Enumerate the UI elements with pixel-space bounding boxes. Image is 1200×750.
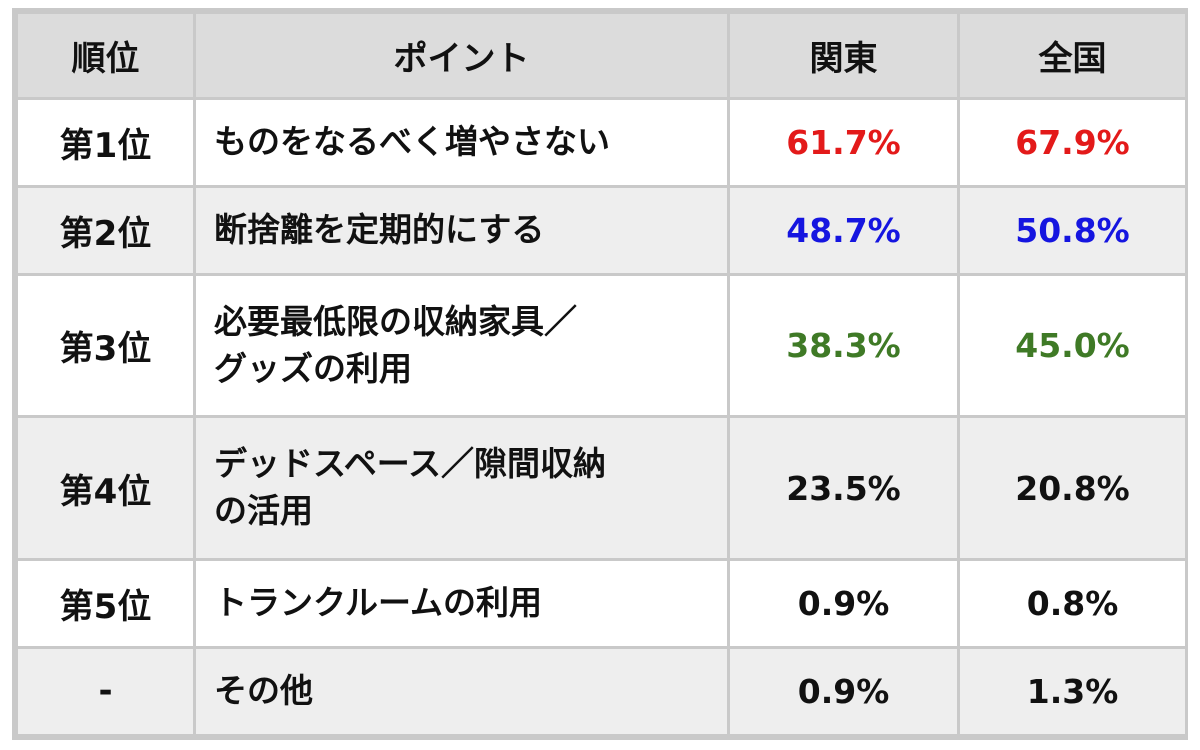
table-header: 順位 ポイント 関東 全国 [15,11,1188,100]
point-line-1: 必要最低限の収納家具／ [214,302,577,341]
kanto-value: 61.7% [727,96,960,189]
table-row: - その他 0.9% 1.3% [15,645,1188,738]
table-row: 第2位 断捨離を定期的にする 48.7% 50.8% [15,185,1188,277]
kanto-value: 0.9% [727,645,960,738]
national-value: 20.8% [957,415,1188,561]
header-kanto: 関東 [727,11,960,100]
header-point: ポイント [193,11,730,100]
table-row: 第3位 必要最低限の収納家具／ グッズの利用 38.3% 45.0% [15,273,1188,419]
national-value: 50.8% [957,185,1188,277]
point-line-2: の活用 [214,491,313,531]
table-body: 第1位 ものをなるべく増やさない 61.7% 67.9% 第2位 断捨離を定期的… [15,96,1188,738]
ranking-table: 順位 ポイント 関東 全国 第1位 ものをなるべく増やさない 61.7% 67.… [15,11,1188,738]
rank-cell: 第3位 [15,273,196,419]
rank-cell: 第4位 [15,415,196,561]
point-cell: 断捨離を定期的にする [193,185,730,277]
national-value: 0.8% [957,557,1188,649]
kanto-value: 48.7% [727,185,960,277]
rank-cell: 第5位 [15,557,196,649]
point-cell: その他 [193,645,730,738]
point-line-2: グッズの利用 [214,348,412,388]
ranking-table-container: 順位 ポイント 関東 全国 第1位 ものをなるべく増やさない 61.7% 67.… [12,8,1188,740]
point-cell: トランクルームの利用 [193,557,730,649]
kanto-value: 0.9% [727,557,960,649]
point-line-1: デッドスペース／隙間収納 [214,444,607,484]
point-cell: ものをなるべく増やさない [193,96,730,189]
rank-cell: 第2位 [15,185,196,277]
rank-cell: - [15,645,196,738]
national-value: 45.0% [957,273,1188,419]
point-cell: デッドスペース／隙間収納 の活用 [193,415,730,561]
kanto-value: 38.3% [727,273,960,419]
table-row: 第1位 ものをなるべく増やさない 61.7% 67.9% [15,96,1188,189]
table-row: 第5位 トランクルームの利用 0.9% 0.8% [15,557,1188,649]
national-value: 67.9% [957,96,1188,189]
header-national: 全国 [957,11,1188,100]
point-cell: 必要最低限の収納家具／ グッズの利用 [193,273,730,419]
national-value: 1.3% [957,645,1188,738]
rank-cell: 第1位 [15,96,196,189]
table-row: 第4位 デッドスペース／隙間収納 の活用 23.5% 20.8% [15,415,1188,561]
header-rank: 順位 [15,11,196,100]
header-row: 順位 ポイント 関東 全国 [15,11,1188,100]
kanto-value: 23.5% [727,415,960,561]
